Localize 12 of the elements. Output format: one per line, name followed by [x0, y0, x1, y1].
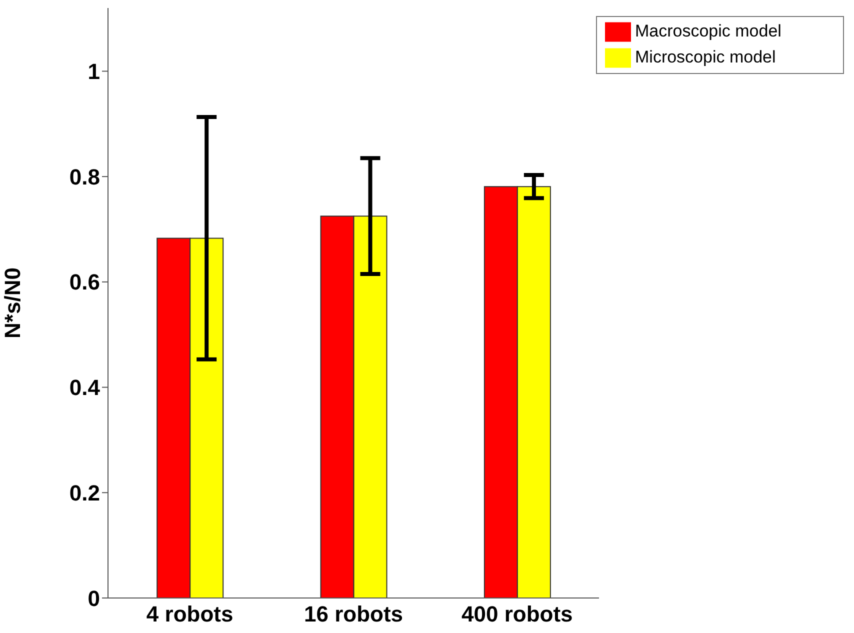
y-tick-label: 0.8	[69, 164, 100, 190]
x-tick-label: 16 robots	[304, 602, 404, 627]
y-tick-label: 1	[88, 59, 100, 84]
x-tick-label: 400 robots	[462, 602, 573, 627]
y-tick-label: 0.4	[69, 375, 101, 400]
legend-label: Macroscopic model	[635, 21, 782, 40]
y-tick-label: 0	[88, 586, 100, 611]
y-tick-label: 0.6	[69, 270, 100, 295]
y-tick-label: 0.2	[69, 480, 100, 506]
y-axis-title: N*s/N0	[0, 268, 25, 338]
legend-label: Microscopic model	[635, 47, 776, 66]
x-tick-label: 4 robots	[146, 602, 234, 627]
